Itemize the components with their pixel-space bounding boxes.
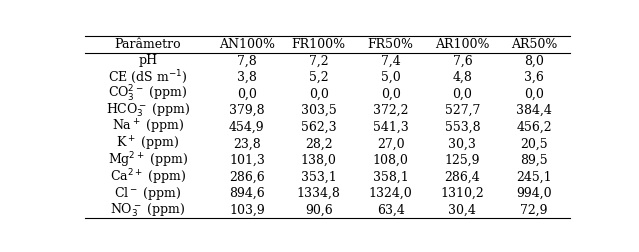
Text: 5,0: 5,0 bbox=[381, 71, 401, 84]
Text: 8,0: 8,0 bbox=[524, 54, 544, 68]
Text: 358,1: 358,1 bbox=[373, 171, 408, 183]
Text: CE (dS m$^{-1}$): CE (dS m$^{-1}$) bbox=[108, 69, 187, 86]
Text: pH: pH bbox=[139, 54, 157, 68]
Text: 7,2: 7,2 bbox=[309, 54, 328, 68]
Text: Cl$^-$ (ppm): Cl$^-$ (ppm) bbox=[114, 185, 181, 202]
Text: 89,5: 89,5 bbox=[520, 154, 548, 167]
Text: 303,5: 303,5 bbox=[301, 104, 337, 117]
Text: 541,3: 541,3 bbox=[373, 121, 408, 134]
Text: K$^+$ (ppm): K$^+$ (ppm) bbox=[116, 135, 180, 153]
Text: Mg$^{2+}$ (ppm): Mg$^{2+}$ (ppm) bbox=[108, 151, 188, 170]
Text: 456,2: 456,2 bbox=[516, 121, 552, 134]
Text: 562,3: 562,3 bbox=[301, 121, 337, 134]
Text: AR50%: AR50% bbox=[511, 38, 557, 51]
Text: 353,1: 353,1 bbox=[301, 171, 337, 183]
Text: 28,2: 28,2 bbox=[305, 137, 332, 150]
Text: 27,0: 27,0 bbox=[377, 137, 404, 150]
Text: 527,7: 527,7 bbox=[445, 104, 480, 117]
Text: NO$_3^-$ (ppm): NO$_3^-$ (ppm) bbox=[111, 201, 185, 219]
Text: 0,0: 0,0 bbox=[381, 88, 401, 101]
Text: 4,8: 4,8 bbox=[452, 71, 472, 84]
Text: 20,5: 20,5 bbox=[520, 137, 548, 150]
Text: 384,4: 384,4 bbox=[516, 104, 552, 117]
Text: 0,0: 0,0 bbox=[237, 88, 257, 101]
Text: FR100%: FR100% bbox=[291, 38, 346, 51]
Text: 72,9: 72,9 bbox=[521, 204, 548, 217]
Text: Parâmetro: Parâmetro bbox=[114, 38, 181, 51]
Text: 245,1: 245,1 bbox=[516, 171, 552, 183]
Text: 372,2: 372,2 bbox=[373, 104, 408, 117]
Text: 0,0: 0,0 bbox=[524, 88, 544, 101]
Text: 454,9: 454,9 bbox=[229, 121, 265, 134]
Text: 108,0: 108,0 bbox=[373, 154, 408, 167]
Text: 63,4: 63,4 bbox=[376, 204, 404, 217]
Text: 5,2: 5,2 bbox=[309, 71, 328, 84]
Text: 7,8: 7,8 bbox=[237, 54, 257, 68]
Text: Na$^+$ (ppm): Na$^+$ (ppm) bbox=[112, 118, 184, 136]
Text: 7,6: 7,6 bbox=[452, 54, 472, 68]
Text: 23,8: 23,8 bbox=[233, 137, 261, 150]
Text: Ca$^{2+}$ (ppm): Ca$^{2+}$ (ppm) bbox=[110, 167, 186, 187]
Text: 286,4: 286,4 bbox=[445, 171, 481, 183]
Text: AR100%: AR100% bbox=[435, 38, 489, 51]
Text: 30,3: 30,3 bbox=[449, 137, 476, 150]
Text: HCO$_3^-$ (ppm): HCO$_3^-$ (ppm) bbox=[105, 102, 190, 119]
Text: 1334,8: 1334,8 bbox=[296, 187, 341, 200]
Text: 1310,2: 1310,2 bbox=[440, 187, 484, 200]
Text: 379,8: 379,8 bbox=[229, 104, 265, 117]
Text: 994,0: 994,0 bbox=[516, 187, 552, 200]
Text: 3,6: 3,6 bbox=[524, 71, 544, 84]
Text: 101,3: 101,3 bbox=[229, 154, 265, 167]
Text: 3,8: 3,8 bbox=[237, 71, 257, 84]
Text: 138,0: 138,0 bbox=[301, 154, 337, 167]
Text: 30,4: 30,4 bbox=[449, 204, 476, 217]
Text: 0,0: 0,0 bbox=[309, 88, 328, 101]
Text: 1324,0: 1324,0 bbox=[369, 187, 412, 200]
Text: 0,0: 0,0 bbox=[452, 88, 472, 101]
Text: 553,8: 553,8 bbox=[445, 121, 481, 134]
Text: 103,9: 103,9 bbox=[229, 204, 265, 217]
Text: 894,6: 894,6 bbox=[229, 187, 265, 200]
Text: 90,6: 90,6 bbox=[305, 204, 333, 217]
Text: AN100%: AN100% bbox=[219, 38, 275, 51]
Text: FR50%: FR50% bbox=[367, 38, 413, 51]
Text: 7,4: 7,4 bbox=[381, 54, 401, 68]
Text: 125,9: 125,9 bbox=[445, 154, 480, 167]
Text: 286,6: 286,6 bbox=[229, 171, 265, 183]
Text: CO$_3^{2-}$ (ppm): CO$_3^{2-}$ (ppm) bbox=[108, 84, 187, 104]
